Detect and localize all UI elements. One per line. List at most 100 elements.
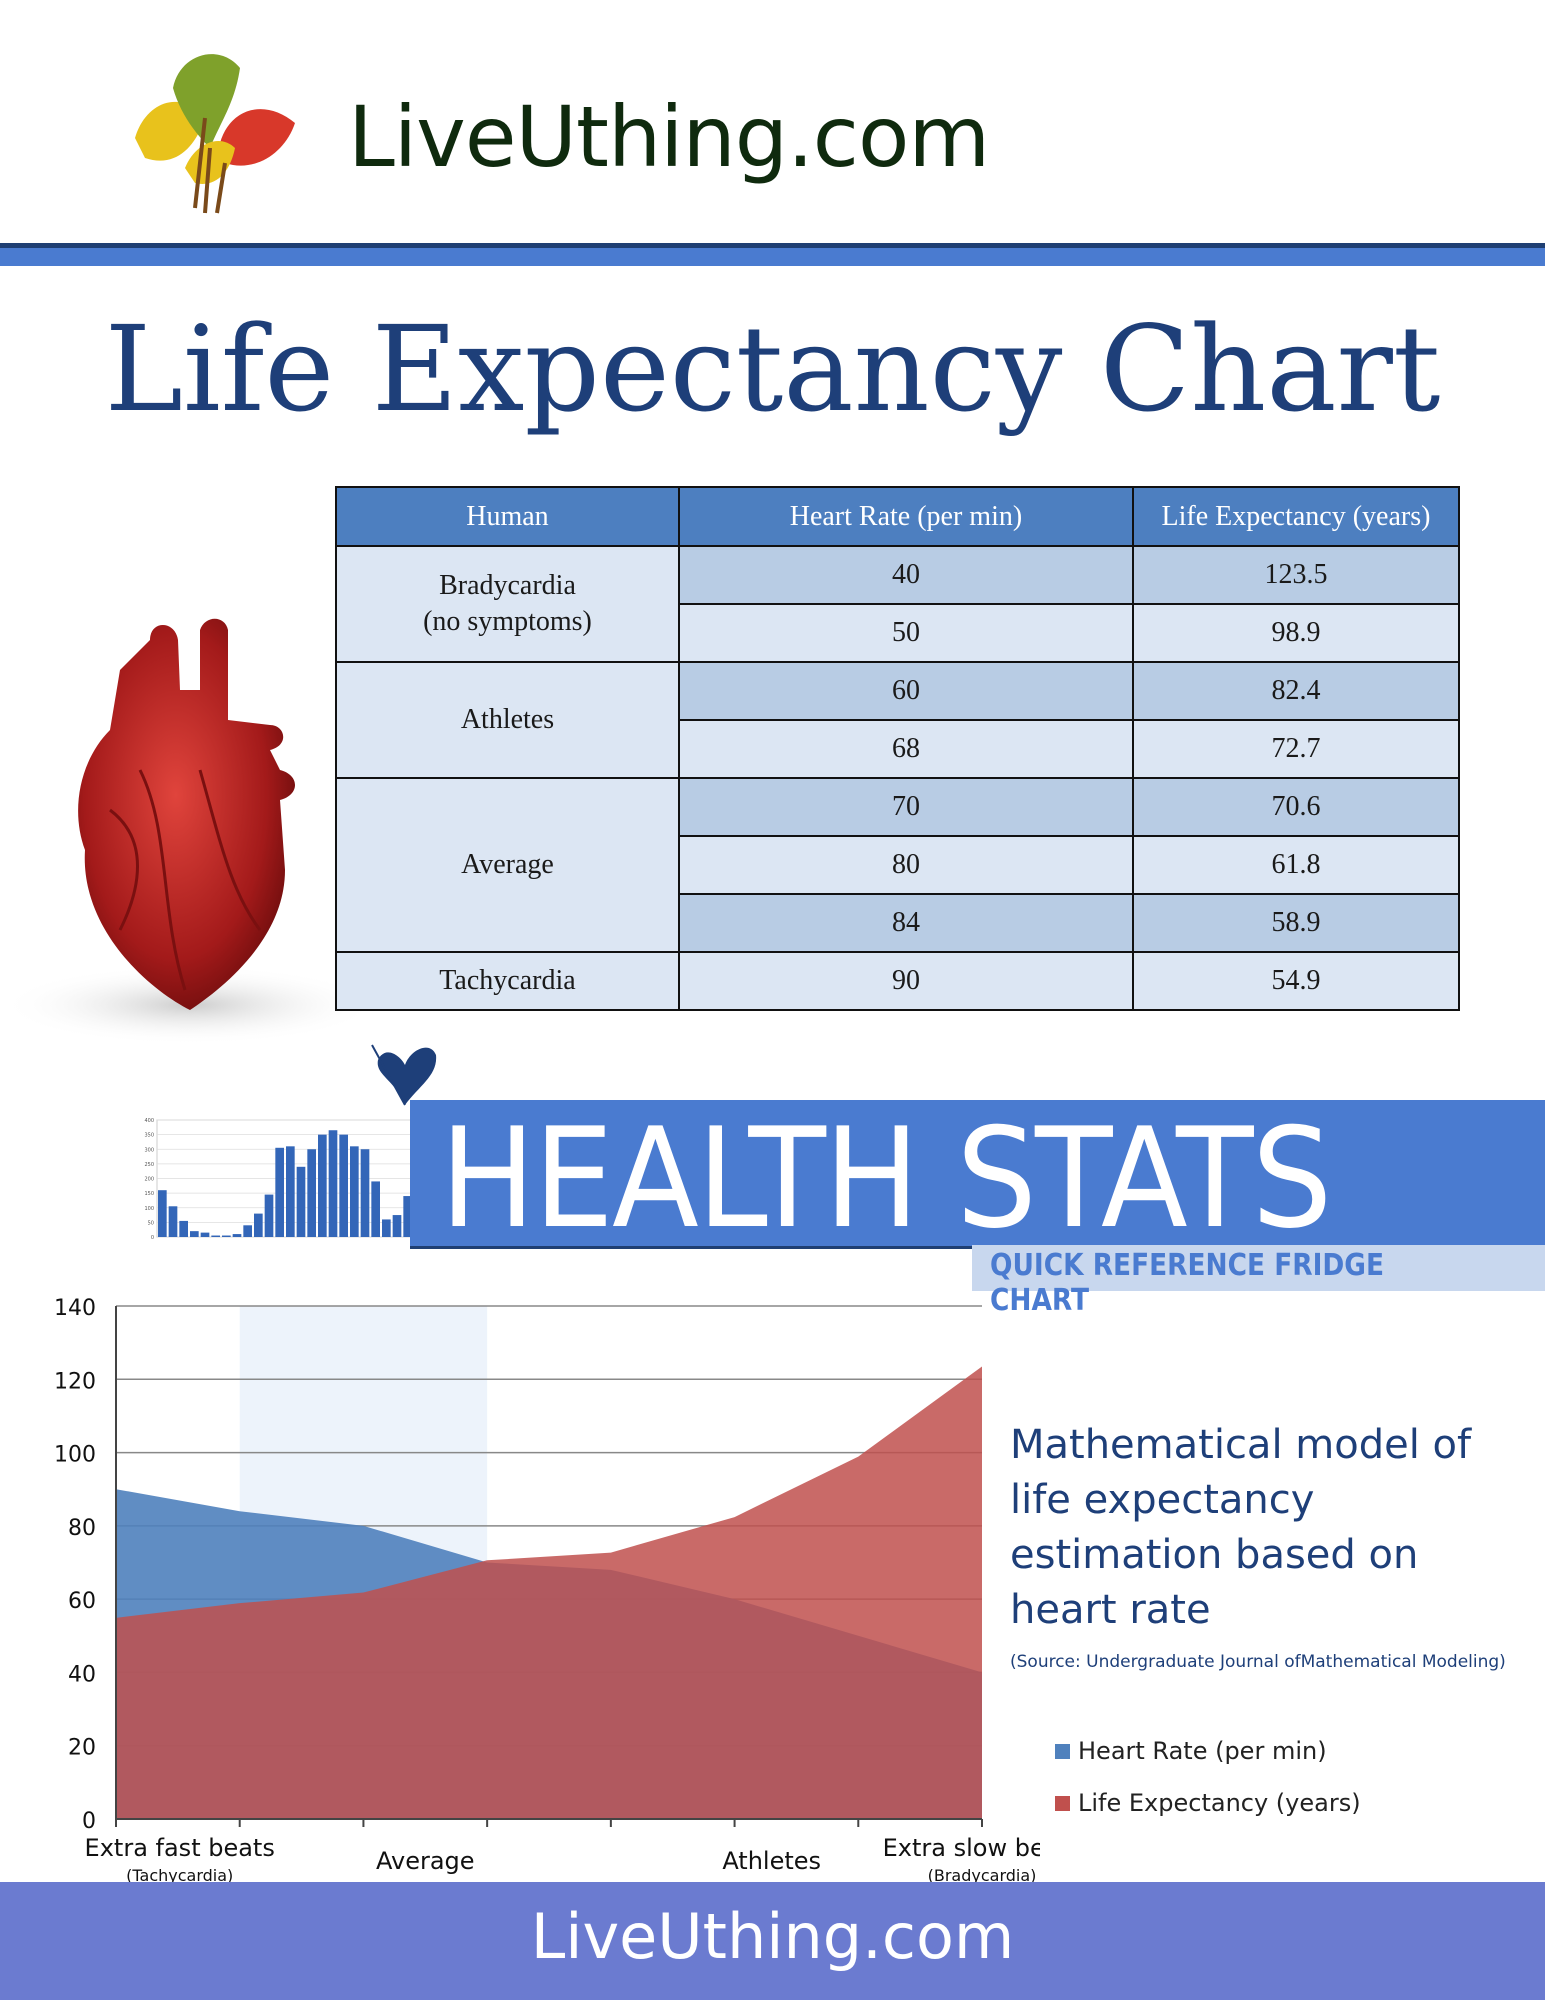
mini-hist-bar <box>222 1235 231 1237</box>
table-row: Tachycardia 90 54.9 <box>335 951 1461 1011</box>
legend-label: Life Expectancy (years) <box>1078 1789 1361 1817</box>
column-header: Life Expectancy (years) <box>1131 486 1461 547</box>
mini-hist-bar <box>190 1231 199 1237</box>
y-tick-label: 120 <box>54 1369 96 1394</box>
group-label: Athletes <box>335 661 680 779</box>
life-expectancy-cell: 70.6 <box>1131 777 1461 837</box>
mini-hist-bar <box>254 1213 263 1237</box>
legend-item: Heart Rate (per min) <box>1055 1725 1361 1777</box>
table-row: Average 70 70.6 <box>335 777 1461 953</box>
mini-hist-bar <box>232 1234 242 1237</box>
mini-hist-bar <box>168 1206 178 1237</box>
y-tick-label: 40 <box>68 1662 96 1687</box>
mini-hist-bar <box>328 1130 338 1237</box>
mini-hist-y-label: 300 <box>144 1147 154 1153</box>
table-row: Bradycardia (no symptoms) 40 123.5 <box>335 545 1461 663</box>
site-name: LiveUthing.com <box>348 88 990 186</box>
ginkgo-leaf-icon <box>371 1044 437 1106</box>
x-category-label: Extra slow beats <box>883 1834 1040 1862</box>
heart-rate-cell: 80 <box>677 835 1134 895</box>
chart-legend: Heart Rate (per min) Life Expectancy (ye… <box>1055 1725 1361 1829</box>
mini-hist-bar <box>360 1149 370 1237</box>
mini-hist-bar <box>158 1190 167 1237</box>
group-label: Tachycardia <box>335 951 680 1011</box>
group-label: Average <box>335 777 680 953</box>
footer: LiveUthing.com <box>0 1882 1545 2000</box>
mini-hist-bar <box>286 1146 295 1237</box>
y-tick-label: 0 <box>82 1809 96 1834</box>
mini-hist-bar <box>350 1146 359 1237</box>
column-header: Heart Rate (per min) <box>677 486 1134 547</box>
mini-hist-bar <box>382 1219 391 1237</box>
group-label: Bradycardia (no symptoms) <box>335 545 680 663</box>
mini-hist-bar <box>307 1149 316 1237</box>
page-title: Life Expectancy Chart <box>104 300 1441 438</box>
mini-hist-bar <box>392 1215 402 1237</box>
footer-site-name: LiveUthing.com <box>530 1900 1015 1973</box>
mini-histogram: 0 50 100 150 200 250 300 350 400 <box>144 1118 414 1241</box>
mini-hist-bar <box>318 1134 327 1237</box>
y-tick-label: 60 <box>68 1589 96 1614</box>
mini-hist-y-label: 100 <box>144 1206 154 1212</box>
area-chart: 0 20 40 60 80 100 120 140 Extra fast beats (Tachy… <box>54 1296 1040 1885</box>
table-row: 80 61.8 <box>336 835 1461 895</box>
life-expectancy-table: Human Heart Rate (per min) Life Expectan… <box>335 486 1461 1011</box>
heart-rate-cell: 40 <box>677 545 1134 605</box>
x-category-sublabel: (Bradycardia) <box>928 1866 1037 1885</box>
subbanner <box>972 1245 1545 1291</box>
legend-swatch <box>1055 1743 1070 1759</box>
life-expectancy-cell: 58.9 <box>1131 893 1461 953</box>
x-category-label: Average <box>376 1847 475 1875</box>
mini-hist-y-label: 400 <box>144 1118 154 1124</box>
banner-title: HEALTH STATS <box>440 1098 1332 1259</box>
mini-hist-bar <box>200 1232 210 1237</box>
mini-hist-bar <box>371 1181 380 1237</box>
heart-rate-cell: 70 <box>677 777 1134 837</box>
mini-hist-y-label: 200 <box>144 1177 154 1183</box>
heart-illustration-icon <box>0 618 380 1045</box>
x-category-label: Athletes <box>722 1847 821 1875</box>
mini-hist-bar <box>243 1225 252 1237</box>
y-tick-label: 80 <box>68 1516 96 1541</box>
heart-rate-cell: 60 <box>677 661 1134 721</box>
table-row: 68 72.7 <box>336 719 1461 779</box>
life-expectancy-cell: 123.5 <box>1131 545 1461 605</box>
mini-hist-bar <box>264 1194 274 1237</box>
legend-label: Heart Rate (per min) <box>1078 1737 1327 1765</box>
ginkgo-leaf-logo-icon <box>135 54 295 214</box>
mini-hist-bar <box>275 1147 284 1237</box>
mini-hist-bar <box>296 1166 306 1237</box>
table-row: 84 58.9 <box>336 893 1461 953</box>
y-tick-label: 20 <box>68 1736 96 1761</box>
header-accent-bar <box>0 248 1545 266</box>
health-stats-banner <box>410 1100 1545 1248</box>
life-expectancy-cell: 98.9 <box>1131 603 1461 663</box>
table-row: 50 98.9 <box>336 603 1461 663</box>
mini-hist-bar <box>339 1134 348 1237</box>
mini-hist-bar <box>403 1196 412 1237</box>
x-category-label: Extra fast beats <box>85 1834 275 1862</box>
legend-item: Life Expectancy (years) <box>1055 1777 1361 1829</box>
legend-swatch <box>1055 1795 1070 1811</box>
header-divider <box>0 243 1545 248</box>
x-category-sublabel: (Tachycardia) <box>126 1866 233 1885</box>
heart-rate-cell: 90 <box>677 951 1134 1011</box>
mini-hist-y-label: 350 <box>144 1133 154 1139</box>
table-row: Athletes 60 82.4 <box>335 661 1461 779</box>
mini-hist-bar <box>211 1235 220 1237</box>
life-expectancy-area <box>116 1366 982 1819</box>
life-expectancy-cell: 72.7 <box>1131 719 1461 779</box>
chart-description: Mathematical model of life expectancy es… <box>1010 1418 1530 1672</box>
heart-rate-cell: 50 <box>677 603 1134 663</box>
table-header-row: Human Heart Rate (per min) Life Expectan… <box>335 486 1461 547</box>
chart-source: (Source: Undergraduate Journal ofMathema… <box>1010 1652 1506 1672</box>
life-expectancy-cell: 82.4 <box>1131 661 1461 721</box>
banner-subtitle: QUICK REFERENCE FRIDGE CHART <box>990 1248 1385 1318</box>
heart-rate-cell: 68 <box>677 719 1134 779</box>
life-expectancy-cell: 61.8 <box>1131 835 1461 895</box>
mini-hist-y-label: 0 <box>151 1235 154 1241</box>
mini-hist-y-label: 250 <box>144 1162 154 1168</box>
y-tick-label: 140 <box>54 1296 96 1321</box>
heart-rate-cell: 84 <box>677 893 1134 953</box>
life-expectancy-cell: 54.9 <box>1131 951 1461 1011</box>
